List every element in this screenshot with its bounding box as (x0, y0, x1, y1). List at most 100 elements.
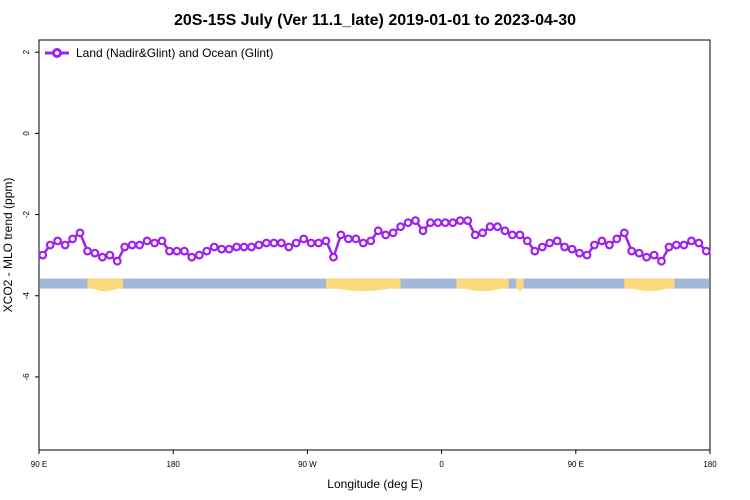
data-point (127, 240, 137, 250)
data-point (45, 240, 55, 250)
data-point (120, 242, 130, 252)
land-segment (624, 278, 675, 292)
data-point (276, 238, 286, 248)
land-segment (516, 278, 524, 292)
data-point (306, 238, 316, 248)
data-point (619, 228, 629, 238)
data-point (366, 236, 376, 246)
data-point (440, 218, 450, 228)
data-point (150, 238, 160, 248)
data-point (336, 230, 346, 240)
x-tick-label: 90 E (31, 460, 47, 469)
data-point (642, 252, 651, 262)
legend: Land (Nadir&Glint) and Ocean (Glint) (45, 46, 273, 60)
x-tick-label: 0 (439, 460, 444, 469)
y-axis-ticks: 2 0 -2 -4 -6 (22, 49, 39, 380)
data-point (202, 246, 212, 256)
chart-title: 20S-15S July (Ver 11.1_late) 2019-01-01 … (174, 12, 576, 29)
data-point (284, 242, 294, 252)
data-point (351, 234, 361, 244)
x-axis-label: Longitude (deg E) (327, 477, 422, 491)
data-point (53, 236, 62, 246)
data-point (112, 256, 122, 266)
data-point (605, 240, 614, 250)
data-point (381, 230, 391, 240)
surface-band (40, 278, 709, 292)
data-point (522, 236, 532, 246)
x-tick-label: 90 E (568, 460, 584, 469)
data-point (470, 230, 480, 240)
data-point (634, 248, 644, 258)
data-point (142, 236, 152, 246)
data-point (433, 218, 443, 228)
land-segment (87, 278, 123, 292)
land-segment (456, 278, 509, 292)
y-axis-label: XCO2 - MLO trend (ppm) (1, 178, 15, 313)
y-tick-label: -6 (22, 373, 31, 381)
data-point (448, 218, 458, 228)
data-point (321, 236, 331, 246)
x-tick-label: 90 W (298, 460, 317, 469)
data-point (455, 216, 465, 226)
x-tick-label: 180 (167, 460, 181, 469)
data-point (426, 218, 435, 228)
data-point (209, 242, 219, 252)
data-point (157, 236, 167, 246)
x-axis-ticks: 90 E 180 90 W 0 90 E 180 (31, 450, 717, 469)
data-point (649, 250, 659, 260)
data-point (172, 246, 182, 256)
data-point (582, 250, 592, 260)
data-point (344, 234, 353, 244)
data-point (396, 222, 406, 232)
data-point (657, 256, 666, 266)
data-point (463, 216, 473, 226)
data-point (403, 218, 413, 228)
data-point (530, 246, 540, 256)
data-point (262, 238, 271, 248)
data-point (590, 240, 599, 250)
data-point (179, 246, 189, 256)
data-point (239, 242, 249, 252)
data-point (194, 250, 204, 260)
data-point (75, 228, 85, 238)
data-point (187, 252, 197, 262)
data-point (373, 226, 383, 236)
data-point (515, 230, 525, 240)
x-tick-label: 180 (703, 460, 717, 469)
data-point (545, 238, 555, 248)
legend-marker (52, 48, 62, 58)
y-tick-label: -2 (22, 210, 31, 218)
data-point (38, 250, 48, 260)
data-point (575, 248, 584, 258)
data-point (418, 226, 428, 236)
data-point (478, 228, 488, 238)
data-point (165, 246, 174, 256)
data-point (508, 230, 517, 240)
land-segment (326, 278, 401, 292)
data-point (672, 240, 681, 250)
data-point (314, 238, 324, 248)
data-point (664, 242, 674, 252)
data-point (254, 240, 264, 250)
data-point (217, 244, 227, 254)
data-point (493, 222, 502, 232)
data-point (83, 246, 92, 256)
data-point (97, 252, 107, 262)
data-point (90, 248, 100, 258)
data-point (224, 244, 234, 254)
data-point (269, 238, 279, 248)
data-point (537, 242, 547, 252)
data-point (701, 246, 711, 256)
data-point (485, 222, 495, 232)
data-point (358, 238, 368, 248)
data-point (232, 242, 242, 252)
data-point (60, 240, 70, 250)
data-point (567, 244, 577, 254)
data-point (679, 240, 689, 250)
data-point (411, 216, 420, 226)
data-point (68, 234, 77, 244)
series-layer (38, 216, 711, 266)
y-tick-label: 2 (22, 49, 31, 54)
data-point (612, 234, 622, 244)
